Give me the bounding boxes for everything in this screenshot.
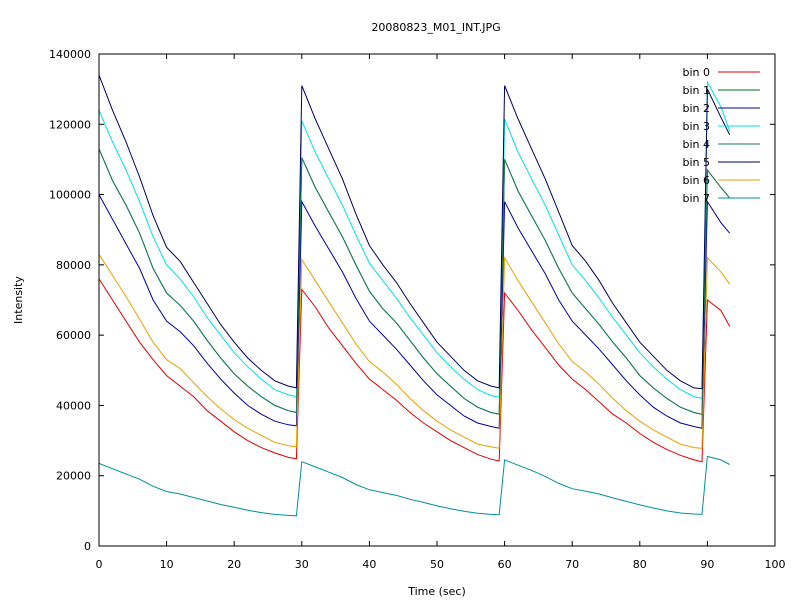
legend-label: bin 2 [682, 102, 710, 115]
y-tick-label: 80000 [56, 259, 91, 272]
x-tick-label: 100 [765, 558, 786, 571]
series-lines [98, 74, 731, 517]
legend-label: bin 0 [682, 66, 710, 79]
legend-label: bin 1 [682, 84, 710, 97]
x-tick-label: 10 [160, 558, 174, 571]
x-tick-label: 30 [295, 558, 309, 571]
y-tick-label: 60000 [56, 329, 91, 342]
y-axis-label: Intensity [12, 276, 25, 324]
x-tick-label: 70 [565, 558, 579, 571]
series-line-bin-0 [98, 278, 731, 463]
series-line-bin-5 [98, 74, 731, 390]
y-tick-label: 120000 [49, 118, 91, 131]
x-tick-label: 60 [498, 558, 512, 571]
series-line-bin-6 [98, 254, 731, 449]
y-tick-label: 100000 [49, 189, 91, 202]
x-tick-label: 0 [96, 558, 103, 571]
x-tick-label: 20 [227, 558, 241, 571]
y-tick-label: 40000 [56, 399, 91, 412]
x-tick-label: 50 [430, 558, 444, 571]
legend-label: bin 4 [682, 138, 710, 151]
series-line-bin-4 [98, 148, 731, 415]
series-line-bin-7 [98, 455, 730, 517]
x-tick-label: 90 [700, 558, 714, 571]
legend-label: bin 6 [682, 174, 710, 187]
y-tick-label: 0 [84, 540, 91, 553]
legend: bin 0 bin 1 bin 2 bin 3 bin 4 bin 5 bin 6 bin 7 [682, 66, 760, 205]
legend-label: bin 7 [682, 192, 710, 205]
chart-title: 20080823_M01_INT.JPG [371, 21, 500, 34]
y-tick-label: 20000 [56, 470, 91, 483]
plot-frame [98, 53, 776, 547]
x-tick-label: 80 [633, 558, 647, 571]
series-line-bin-3 [98, 80, 731, 400]
x-axis-label: Time (sec) [407, 585, 466, 598]
series-line-bin-2 [98, 194, 731, 429]
x-tick-label: 40 [362, 558, 376, 571]
legend-label: bin 3 [682, 120, 710, 133]
tick-labels: 0 10 20 30 40 50 60 70 80 90 100 0 20000 40000 60000 80… [49, 48, 786, 571]
y-tick-label: 140000 [49, 48, 91, 61]
legend-label: bin 5 [682, 156, 710, 169]
